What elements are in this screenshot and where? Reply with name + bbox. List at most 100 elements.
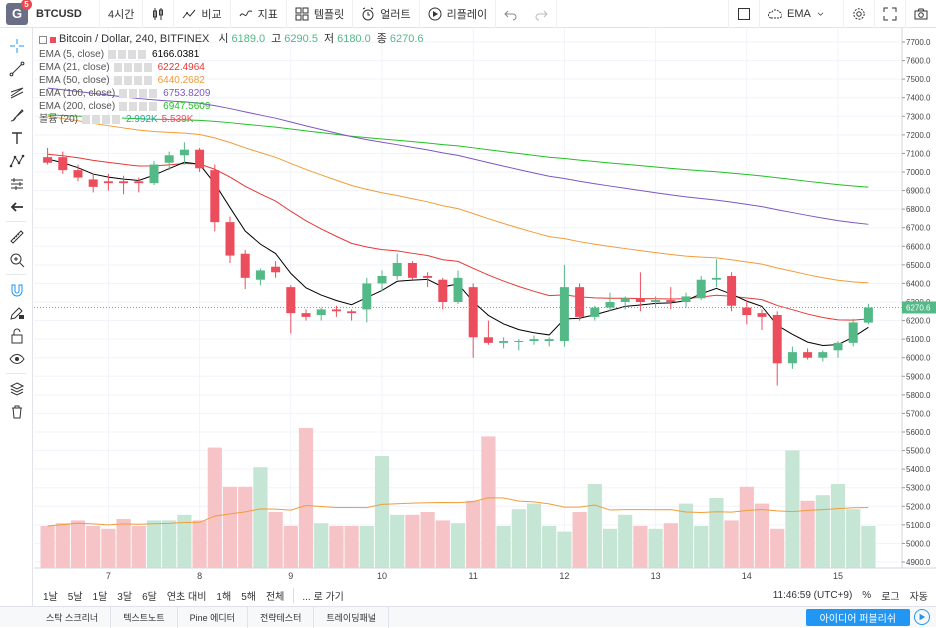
goto-date-button[interactable]: ... 로 가기 bbox=[293, 587, 349, 603]
interval-button[interactable]: 4시간 bbox=[100, 0, 144, 28]
range-button[interactable]: 5날 bbox=[67, 591, 83, 603]
drawing-toolbar bbox=[0, 28, 33, 606]
user-avatar[interactable]: G 5 bbox=[6, 0, 32, 25]
zoom-tool[interactable] bbox=[0, 248, 33, 271]
auto-scale-toggle[interactable]: 자동 bbox=[909, 591, 928, 603]
candle-body bbox=[605, 302, 615, 308]
indicators-button[interactable]: 지표 bbox=[231, 0, 287, 28]
volume-bar bbox=[329, 526, 344, 568]
volume-bar bbox=[162, 520, 177, 568]
range-button[interactable]: 5해 bbox=[241, 591, 256, 603]
footer-tab-list: 스탁 스크리너 텍스트노트 Pine 에디터 전략테스터 트레이딩패널 bbox=[0, 606, 390, 628]
alert-button[interactable]: 얼러트 bbox=[353, 0, 420, 28]
fullscreen-button[interactable] bbox=[875, 0, 906, 28]
footer-tab[interactable]: 전략테스터 bbox=[248, 606, 315, 628]
crosshair-tool[interactable] bbox=[0, 34, 33, 57]
high-label: 고 bbox=[271, 33, 282, 45]
settings-button[interactable] bbox=[844, 0, 875, 28]
range-button[interactable]: 6달 bbox=[142, 591, 157, 603]
indicator-legend-row[interactable]: EMA (100, close) 6753.8209 bbox=[39, 87, 424, 100]
candle-body bbox=[468, 287, 478, 338]
indicator-controls[interactable] bbox=[113, 63, 154, 72]
back-tool[interactable] bbox=[0, 195, 33, 218]
templates-button[interactable]: 템플릿 bbox=[287, 0, 354, 28]
measure-tool[interactable] bbox=[0, 225, 33, 248]
snapshot-button[interactable] bbox=[906, 0, 936, 28]
range-button[interactable]: 1날 bbox=[43, 591, 58, 603]
indicator-controls[interactable] bbox=[119, 102, 160, 111]
footer-tab[interactable]: 텍스트노트 bbox=[111, 606, 178, 628]
candle-body bbox=[179, 149, 189, 156]
trend-line-tool[interactable] bbox=[0, 57, 33, 80]
volume-bar bbox=[420, 512, 435, 568]
candle-body bbox=[590, 307, 600, 317]
indicator-legend-row[interactable]: EMA (50, close) 6440.2682 bbox=[39, 74, 424, 87]
fib-tool[interactable] bbox=[0, 80, 33, 103]
brush-tool[interactable] bbox=[0, 103, 33, 126]
volume-bar bbox=[131, 526, 146, 568]
price-tick-label: 5900.0 bbox=[906, 372, 931, 381]
price-tick-label: 5600.0 bbox=[906, 428, 931, 437]
volume-bar bbox=[709, 498, 724, 568]
play-button[interactable] bbox=[914, 609, 930, 625]
candle-body bbox=[301, 313, 311, 317]
volume-bar bbox=[785, 450, 800, 568]
remove-drawings-tool[interactable] bbox=[0, 400, 33, 423]
indicator-controls[interactable] bbox=[81, 115, 122, 124]
candle-body bbox=[149, 164, 159, 184]
prediction-tool[interactable] bbox=[0, 172, 33, 195]
volume-bar bbox=[70, 520, 86, 568]
range-button[interactable]: 전체 bbox=[265, 591, 285, 603]
indicator-legend-row[interactable]: EMA (200, close) 6947.5609 bbox=[39, 100, 424, 113]
percent-toggle[interactable]: % bbox=[862, 589, 872, 601]
clock-readout[interactable]: 11:46:59 (UTC+9) bbox=[772, 589, 853, 601]
indicator-legend-row[interactable]: EMA (5, close) 6166.0381 bbox=[39, 48, 424, 61]
redo-button[interactable] bbox=[526, 0, 558, 28]
volume-bar bbox=[374, 456, 390, 568]
stay-drawing-tool[interactable] bbox=[0, 301, 33, 324]
price-chart[interactable]: 7700.0 7600.0 7500.0 7400.0 7300.0 7200.0 7100… bbox=[34, 28, 936, 584]
indicator-controls[interactable] bbox=[119, 89, 160, 98]
compare-button[interactable]: 비교 bbox=[174, 0, 231, 28]
pattern-tool[interactable] bbox=[0, 149, 33, 172]
close-value: 6270.6 bbox=[389, 33, 424, 45]
magnet-tool[interactable] bbox=[0, 278, 33, 301]
range-button[interactable]: 연초 대비 bbox=[166, 591, 207, 603]
chart-style-button[interactable] bbox=[143, 0, 175, 28]
footer-tab[interactable]: 트레이딩패널 bbox=[314, 606, 390, 628]
study-template-button[interactable]: EMA bbox=[760, 0, 844, 28]
object-tree-tool[interactable] bbox=[0, 377, 33, 400]
candle-body bbox=[73, 170, 83, 178]
volume-bar bbox=[861, 526, 876, 568]
log-toggle[interactable]: 로그 bbox=[881, 591, 900, 603]
fullscreen-select-button[interactable] bbox=[728, 0, 760, 28]
unlock-icon bbox=[11, 328, 22, 343]
replay-button[interactable]: 리플레이 bbox=[420, 0, 497, 28]
compare-icon bbox=[182, 9, 196, 18]
indicator-controls[interactable] bbox=[108, 50, 149, 59]
indicator-legend-row[interactable]: 볼륨 (20) 2.992K 5.539K bbox=[39, 113, 424, 126]
candle-body bbox=[331, 309, 341, 312]
symbol-search-button[interactable]: BTCUSD bbox=[28, 0, 100, 28]
footer-tab[interactable]: Pine 에디터 bbox=[178, 606, 248, 628]
volume-bar bbox=[648, 528, 663, 568]
range-button[interactable]: 1해 bbox=[216, 591, 232, 603]
candle-body bbox=[787, 352, 797, 364]
indicator-legend-row[interactable]: EMA (21, close) 6222.4964 bbox=[39, 61, 424, 74]
candle-body bbox=[666, 300, 676, 302]
lock-tool[interactable] bbox=[0, 324, 33, 347]
candle-body bbox=[453, 277, 463, 302]
indicator-controls[interactable] bbox=[113, 76, 154, 85]
collapse-legend-icon[interactable] bbox=[39, 35, 47, 44]
ema-100-line bbox=[47, 87, 869, 225]
undo-button[interactable] bbox=[496, 0, 526, 28]
volume-bar bbox=[55, 523, 70, 568]
text-tool[interactable] bbox=[0, 126, 33, 149]
footer-tab[interactable]: 스탁 스크리너 bbox=[34, 606, 112, 628]
high-value: 6290.5 bbox=[284, 33, 318, 45]
publish-idea-button[interactable]: 아이디어 퍼블리쉬 bbox=[805, 608, 910, 626]
range-button[interactable]: 1달 bbox=[92, 591, 108, 603]
hide-drawings-tool[interactable] bbox=[0, 347, 33, 370]
candle-body bbox=[240, 253, 250, 278]
range-button[interactable]: 3달 bbox=[117, 591, 133, 603]
